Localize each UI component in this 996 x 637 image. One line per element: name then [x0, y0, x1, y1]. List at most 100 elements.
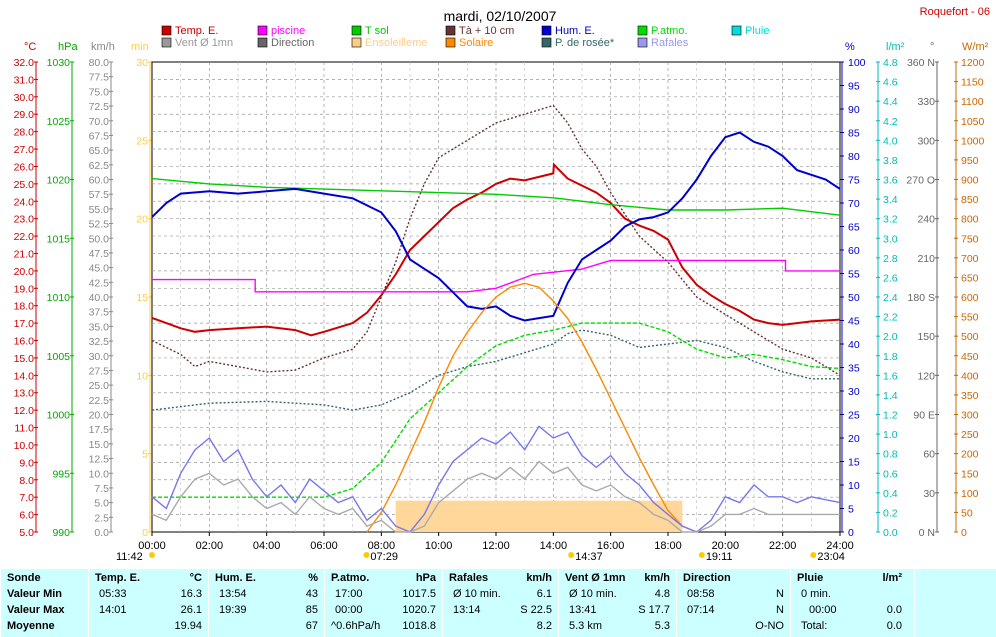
axis-tick-label: 30 — [136, 57, 148, 69]
axis-tick-label: 1.6 — [883, 370, 898, 382]
axis-tick-label: 22.5 — [89, 395, 110, 407]
weather-chart: mardi, 02/10/2007 Roquefort - 06 Temp. E… — [14, 6, 990, 563]
axis-tick-label: 25 — [136, 135, 148, 147]
axis-tick-label: 4.2 — [883, 116, 898, 128]
axis-tick-label: 210 — [917, 253, 935, 265]
axis-tick-label: 47.5 — [89, 248, 110, 260]
vent-max-value: S 17.7 — [638, 604, 670, 616]
axis-tick-label: 0.6 — [883, 468, 898, 480]
axis-tick-label: 4.0 — [883, 135, 898, 147]
hum-max-time: 19:39 — [219, 604, 247, 616]
axis-tick-label: 13.0 — [14, 388, 35, 400]
axis-tick-label: 800 — [961, 214, 979, 226]
vent-max-time: 13:41 — [569, 604, 597, 616]
axis-tick-label: 65.0 — [89, 145, 110, 157]
axis-tick-label: 400 — [961, 370, 979, 382]
axis-tick-label: 31.0 — [14, 74, 35, 86]
axis-tick-label: 900 — [961, 175, 979, 187]
summary-col-hum: Hum. E.% 13:54 43 19:39 85 67 — [208, 569, 324, 637]
summary-col-sonde: Sonde Valeur Min Valeur Max Moyenne — [0, 569, 88, 637]
axis-tick-label: 60.0 — [89, 175, 110, 187]
temp-avg-value: 19.94 — [174, 620, 202, 632]
axis-tick-label: 1.0 — [883, 429, 898, 441]
axis-tick-label: 77.5 — [89, 72, 110, 84]
series-line — [151, 329, 840, 411]
axis-tick-label: 30 — [848, 386, 860, 398]
axis-tick-label: 72.5 — [89, 101, 110, 113]
axis-tick-label: 35.0 — [89, 321, 110, 333]
axis-tick-label: 2.4 — [883, 292, 898, 304]
x-tick-label: 20:00 — [712, 540, 740, 552]
axis-tick-label: 3.8 — [883, 155, 898, 167]
axis-tick-label: 32.0 — [14, 57, 35, 69]
axis-tick-label: 40.0 — [89, 292, 110, 304]
patmo-max-time: 00:00 — [335, 604, 363, 616]
axis-tick-label: 150 — [961, 468, 979, 480]
series-line — [151, 177, 841, 216]
axis-tick-label: 1.4 — [883, 390, 898, 402]
x-tick-label: 04:00 — [253, 540, 281, 552]
axis-tick-label: 10 — [136, 370, 148, 382]
legend-swatch — [731, 25, 742, 36]
axis-tick-label: 3.2 — [883, 214, 898, 226]
axis-tick-label: 25.0 — [14, 179, 35, 191]
x-tick-label: 06:00 — [310, 540, 338, 552]
direction-max-time: 07:14 — [687, 604, 715, 616]
summary-col-direction: Direction 08:58 N 07:14 N O-NO — [676, 569, 790, 637]
axis-tick-label: 16.0 — [14, 336, 35, 348]
sunshine-bar — [395, 500, 683, 532]
hum-unit: % — [308, 572, 318, 584]
axis-tick-label: 50 — [848, 292, 860, 304]
axis-tick-label: 80.0 — [89, 57, 110, 69]
x-tick-label: 14:00 — [540, 540, 568, 552]
axis-tick-label: 15.0 — [14, 353, 35, 365]
axis-tick-label: 45.0 — [89, 263, 110, 275]
axis-tick-label: 26.0 — [14, 161, 35, 173]
series-line — [152, 259, 840, 293]
row-label-max: Valeur Max — [7, 604, 65, 616]
patmo-min-value: 1017.5 — [402, 588, 436, 600]
patmo-max-value: 1020.7 — [402, 604, 436, 616]
axis-tick-label: 1010 — [47, 292, 71, 304]
legend-swatch — [351, 25, 362, 36]
axis-tick-label: 2.0 — [883, 331, 898, 343]
axis-tick-label: 40 — [848, 339, 860, 351]
summary-col-patmo: P.atmo. hPa 17:00 1017.5 00:00 1020.7 ^0.6h… — [324, 569, 442, 637]
axis-tick-label: 7.5 — [94, 483, 109, 495]
axis-tick-label: 1030 — [47, 57, 71, 69]
axis-tick-label: 1.2 — [883, 410, 898, 422]
legend-label: Rafales — [651, 37, 689, 49]
axis-tick-label: 50 — [961, 507, 973, 519]
axis-tick-label: 17.0 — [14, 318, 35, 330]
x-tick-label: 00:00 — [138, 540, 166, 552]
axis-tick-label: 62.5 — [89, 160, 110, 172]
x-tick-label: 24:00 — [826, 540, 854, 552]
legend-swatch — [541, 37, 552, 48]
axis-tick-label: 2.5 — [94, 512, 109, 524]
legend-label: P.atmo. — [651, 25, 688, 37]
axis-tick-label: 2.2 — [883, 312, 898, 324]
axis-tick-label: 1005 — [47, 351, 71, 363]
x-tick-label: 12:00 — [482, 540, 510, 552]
axis-tick-label: 30.0 — [14, 92, 35, 104]
axis-tick-label: 55 — [848, 269, 860, 281]
time-marker-label: 14:37 — [575, 551, 603, 563]
time-marker-label: 07:29 — [370, 551, 398, 563]
axis-tick-label: 20 — [136, 214, 148, 226]
axis-tick-label: 1150 — [961, 77, 984, 89]
direction-min-time: 08:58 — [687, 588, 715, 600]
axis-tick-label: 1.8 — [883, 351, 898, 363]
axis-tick-label: 25.0 — [89, 380, 110, 392]
rafales-avg10-value: 6.1 — [536, 588, 552, 600]
axis-tick-label: 21.0 — [14, 248, 35, 260]
axis-tick-label: 95 — [848, 81, 860, 93]
axis-tick-label: 15 — [136, 292, 148, 304]
axis-unit-solar_wm2: W/m² — [962, 41, 989, 53]
pluie-unit: l/m² — [882, 572, 902, 584]
time-marker-label: 11:42 — [116, 551, 143, 563]
x-tick-label: 22:00 — [769, 540, 797, 552]
legend-swatch — [161, 25, 172, 36]
axis-tick-label: 19.0 — [14, 283, 35, 295]
direction-min-value: N — [776, 588, 784, 600]
axis-tick-label: 37.5 — [89, 307, 110, 319]
